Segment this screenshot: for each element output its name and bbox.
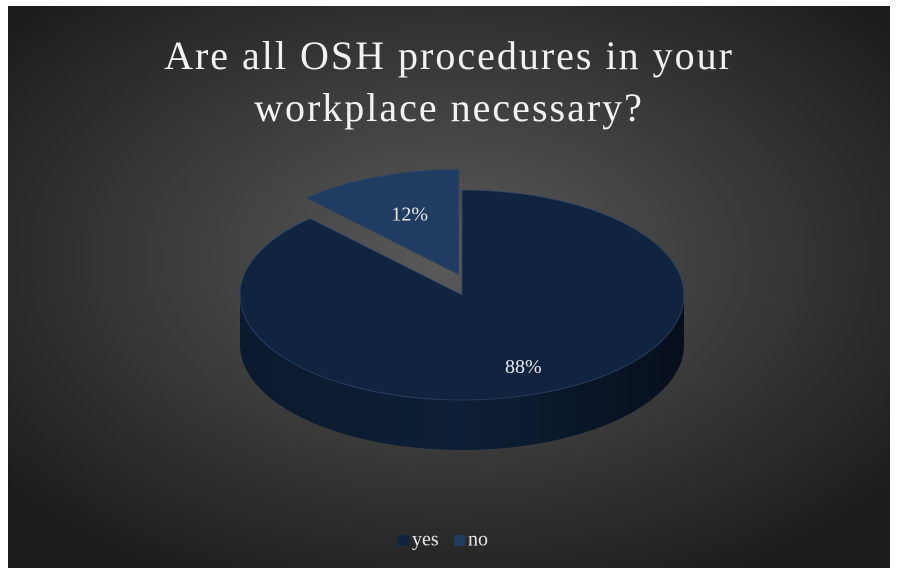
pie-slice bbox=[239, 189, 685, 401]
pie-slice bbox=[305, 169, 460, 276]
legend-label: yes bbox=[412, 529, 439, 551]
legend-label: no bbox=[468, 529, 488, 551]
legend-swatch bbox=[398, 535, 409, 546]
chart-title: Are all OSH procedures in your workplace… bbox=[164, 33, 734, 130]
data-label: 88% bbox=[505, 356, 542, 378]
chart-background bbox=[8, 6, 890, 568]
data-label: 12% bbox=[391, 204, 428, 226]
legend-swatch bbox=[454, 535, 465, 546]
pie-slice-side bbox=[240, 295, 684, 450]
